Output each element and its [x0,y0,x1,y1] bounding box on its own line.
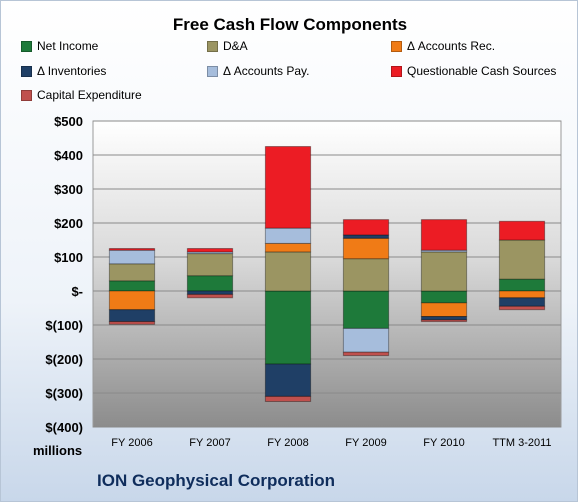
bar-segment [498,297,546,307]
y-tick-label: $400 [54,148,83,163]
bar-segment [498,305,546,311]
bar-segment [420,302,468,317]
legend-item-accounts-pay: Δ Accounts Pay. [207,64,310,78]
bar-segment [108,280,156,292]
bar-segment [108,290,156,311]
legend-item-d-and-a: D&A [207,39,248,53]
bar-segment [264,363,312,397]
legend-swatch [21,65,32,77]
bar-segment [342,219,390,236]
bar-segment [498,278,546,292]
legend-label: D&A [223,39,248,53]
y-tick-label: $- [71,284,83,299]
bar-segment [264,227,312,244]
y-tick-label: $(400) [45,420,83,435]
bar-segment [186,248,234,253]
chart-title: Free Cash Flow Components [172,15,408,34]
legend-label: Questionable Cash Sources [407,64,557,78]
legend-item-inventories: Δ Inventories [21,64,106,78]
x-tick-label: TTM 3-2011 [492,437,551,449]
legend-label: Δ Inventories [37,64,107,78]
bar-segment [108,249,156,265]
legend-item-net-income: Net Income [21,39,98,53]
bar-segment [498,290,546,299]
bar-segment [342,237,390,260]
legend-swatch [207,65,218,77]
legend-label: Δ Accounts Rec. [407,39,496,53]
legend-label: Net Income [37,39,99,53]
legend-swatch [207,40,218,52]
x-tick-label: FY 2010 [423,437,464,449]
bar-segment [420,219,468,251]
x-tick-label: FY 2008 [267,437,308,449]
bar-segment [342,351,390,357]
y-tick-label: $(100) [45,318,83,333]
legend-label: Capital Expenditure [37,88,142,102]
bar-segment [420,316,468,321]
bar-segment [420,319,468,323]
bar-segment [108,309,156,323]
legend-item-questionable-cash: Questionable Cash Sources [391,64,556,78]
legend-item-capex: Capital Expenditure [21,88,142,102]
bar-segment [342,258,390,292]
bar-segment [498,239,546,280]
legend-swatch [391,65,402,77]
bar-segment [342,327,390,353]
bar-segment [108,248,156,251]
y-tick-label: $200 [54,216,83,231]
units-label: millions [33,443,83,458]
y-tick-label: $(300) [45,386,83,401]
y-tick-label: $300 [54,182,83,197]
legend-swatch [391,40,402,52]
bar-segment [342,290,390,329]
y-tick-label: $100 [54,250,83,265]
x-tick-label: FY 2006 [111,437,152,449]
y-tick-label: $(200) [45,352,83,367]
y-tick-label: $500 [54,114,83,129]
bar-segment [108,321,156,325]
bar-segment [264,290,312,365]
bar-segment [498,220,546,241]
bar-segment [186,275,234,292]
bar-segment [264,251,312,292]
bar-segment [264,395,312,402]
bar-segment [186,253,234,277]
bar-segment [186,293,234,299]
x-tick-label: FY 2007 [189,437,230,449]
plot-area [92,120,562,428]
bar-segment [186,290,234,295]
bar-segment [264,146,312,229]
legend-swatch [21,40,32,52]
x-tick-label: FY 2009 [345,437,386,449]
bar-segment [108,263,156,282]
bar-segment [264,242,312,253]
bar-segment [420,290,468,304]
legend-swatch [21,89,32,101]
legend-label: Δ Accounts Pay. [223,64,310,78]
bar-segment [342,234,390,239]
company-name: ION Geophysical Corporation [97,471,336,490]
bar-segment [420,251,468,292]
legend-item-accounts-rec: Δ Accounts Rec. [391,39,495,53]
